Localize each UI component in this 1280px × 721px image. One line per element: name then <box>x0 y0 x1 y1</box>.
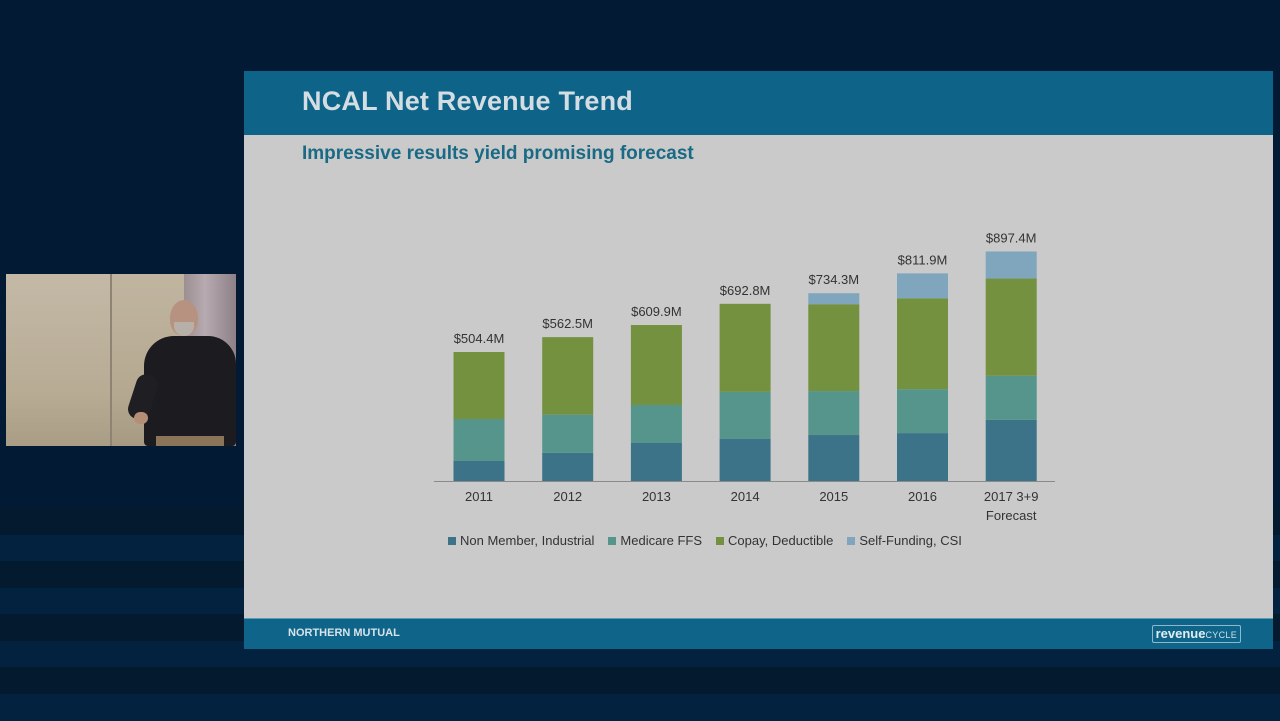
legend-swatch <box>716 537 724 545</box>
bar-segment <box>897 389 948 433</box>
bar-segment <box>897 273 948 298</box>
webcam-wall-seam <box>110 274 112 446</box>
bar-segment <box>808 391 859 435</box>
bar-segment <box>631 405 682 443</box>
bar-segment <box>454 461 505 481</box>
x-tick-label: 2013 <box>642 489 671 504</box>
x-tick-label: 2012 <box>553 489 582 504</box>
webcam-wall <box>6 274 111 446</box>
total-data-label: $504.4M <box>454 331 505 346</box>
legend-item: Copay, Deductible <box>716 533 833 548</box>
total-data-label: $562.5M <box>542 316 593 331</box>
total-data-label: $897.4M <box>986 230 1037 245</box>
legend-label: Non Member, Industrial <box>460 533 594 548</box>
legend-label: Medicare FFS <box>620 533 702 548</box>
presentation-slide: NCAL Net Revenue Trend Impressive result… <box>244 71 1273 649</box>
legend-label: Self-Funding, CSI <box>859 533 962 548</box>
presenter-hand <box>134 412 148 424</box>
bar-segment <box>454 352 505 419</box>
slide-footer: NORTHERN MUTUAL revenue CYCLE <box>244 618 1273 649</box>
bar-segment <box>986 420 1037 481</box>
x-tick-label: 2011 <box>465 489 493 504</box>
bar-segment <box>808 435 859 481</box>
background-stripe <box>0 667 1280 695</box>
legend-item: Self-Funding, CSI <box>847 533 962 548</box>
bar-segment <box>631 443 682 481</box>
bar-segment <box>986 279 1037 376</box>
x-tick-label: 2016 <box>908 489 937 504</box>
total-data-label: $734.3M <box>809 272 860 287</box>
bar-segment <box>631 325 682 405</box>
bar-segment <box>720 304 771 392</box>
legend-label: Copay, Deductible <box>728 533 833 548</box>
bar-segment <box>720 392 771 439</box>
legend-item: Non Member, Industrial <box>448 533 594 548</box>
bar-segment <box>897 433 948 481</box>
logo-text-bold: revenue <box>1156 626 1206 641</box>
total-data-label: $811.9M <box>898 252 948 267</box>
chart-legend: Non Member, Industrial Medicare FFS Copay,… <box>448 533 962 548</box>
bar-segment <box>986 376 1037 420</box>
bar-segment <box>720 439 771 481</box>
total-data-label: $609.9M <box>631 304 682 319</box>
revenue-cycle-logo: revenue CYCLE <box>1152 625 1241 643</box>
stacked-bar-chart: $504.4M 2011 $562.5M 2012 $609.9M 2013 $692.8M… <box>244 71 1273 649</box>
footer-organization: NORTHERN MUTUAL <box>288 627 400 639</box>
legend-item: Medicare FFS <box>608 533 702 548</box>
presenter-figure <box>144 336 236 446</box>
bar-segment <box>808 304 859 391</box>
legend-swatch <box>608 537 616 545</box>
x-tick-label: 2017 3+9 <box>984 489 1039 504</box>
bar-segment <box>542 453 593 481</box>
bar-segment <box>808 293 859 304</box>
bar-segment <box>897 298 948 389</box>
total-data-label: $692.8M <box>720 283 771 298</box>
background-stripe <box>0 694 1280 721</box>
bar-segment <box>454 419 505 461</box>
presenter-webcam <box>6 274 236 446</box>
presenter-pants <box>156 436 224 446</box>
x-tick-label: Forecast <box>986 508 1037 523</box>
logo-text-light: CYCLE <box>1205 630 1237 640</box>
x-tick-label: 2014 <box>731 489 760 504</box>
legend-swatch <box>448 537 456 545</box>
bar-segment <box>542 415 593 453</box>
bar-segment <box>542 337 593 414</box>
legend-swatch <box>847 537 855 545</box>
x-tick-label: 2015 <box>819 489 848 504</box>
bar-segment <box>986 251 1037 278</box>
